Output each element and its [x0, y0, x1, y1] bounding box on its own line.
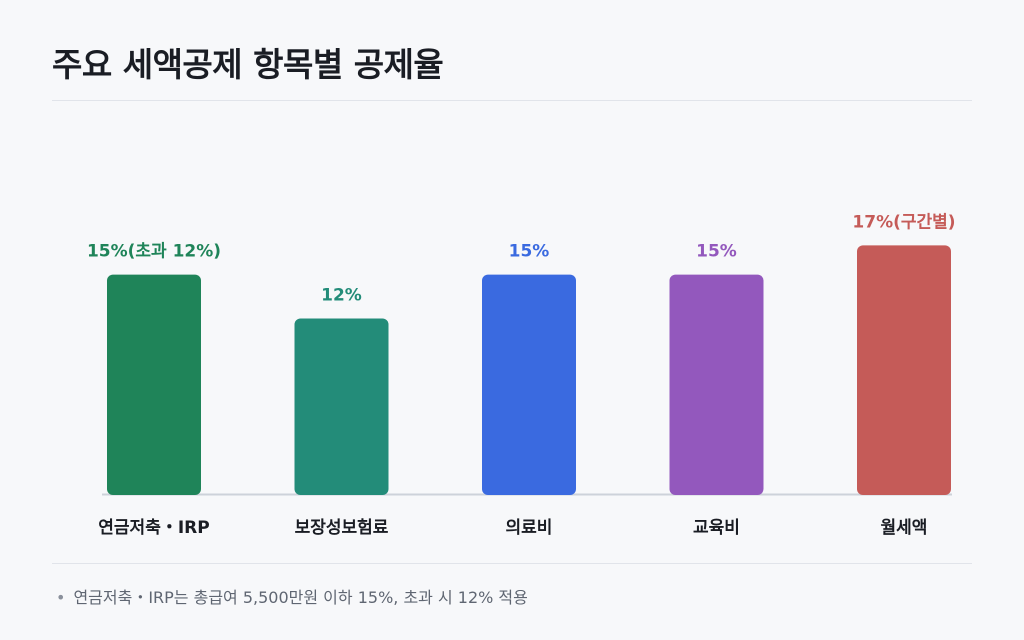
value-label-4: 15% [696, 242, 737, 262]
value-label-5: 17%(구간별) [852, 212, 955, 232]
category-label-5: 월세액 [881, 518, 928, 538]
bar-3 [482, 274, 576, 495]
category-label-4: 교육비 [693, 518, 740, 538]
bar-2 [294, 318, 389, 495]
footnote-divider [52, 563, 972, 564]
category-label-1: 연금저축・IRP [98, 518, 209, 538]
category-label-3: 의료비 [506, 518, 553, 538]
value-label-3: 15% [509, 242, 550, 262]
category-label-2: 보장성보험료 [295, 517, 389, 538]
bar-chart: 15%(초과 12%) 연금저축・IRP 12% 보장성보험료 15% 의료비 15% 교육비… [87, 212, 956, 538]
title-divider [52, 100, 972, 101]
bar-5 [857, 245, 951, 495]
footnote: • 연금저축・IRP는 총급여 5,500만원 이하 15%, 초과 시 12% … [56, 584, 528, 608]
footnote-text: 연금저축・IRP는 총급여 5,500만원 이하 15%, 초과 시 12% 적… [73, 588, 528, 607]
chart-title: 주요 세액공제 항목별 공제율 [52, 45, 444, 84]
bar-1 [107, 274, 201, 495]
footnote-bullet: • [56, 588, 66, 607]
value-label-1: 15%(초과 12%) [87, 242, 221, 262]
value-label-2: 12% [321, 285, 362, 305]
bar-4 [669, 274, 764, 495]
